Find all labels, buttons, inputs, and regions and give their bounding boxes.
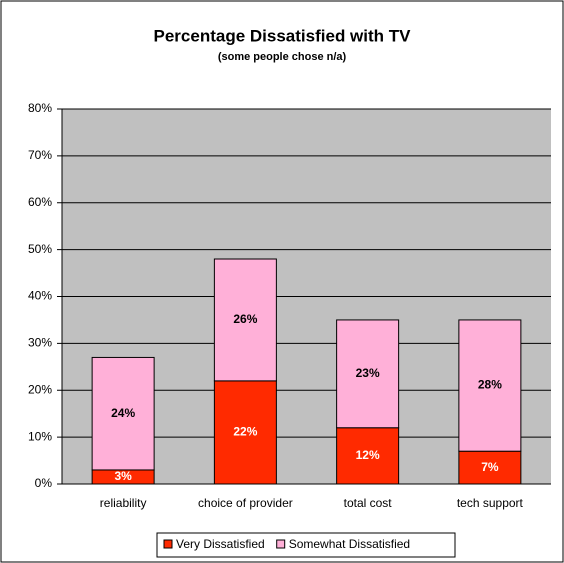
x-tick-label: tech support <box>457 496 524 510</box>
y-tick-label: 80% <box>28 101 52 115</box>
data-label: 23% <box>356 366 380 380</box>
bar-segment <box>458 319 522 452</box>
y-tick-label: 40% <box>28 289 52 303</box>
legend-label: Very Dissatisfied <box>176 537 265 551</box>
x-tick-label: reliability <box>100 496 147 510</box>
x-tick-label: choice of provider <box>198 496 293 510</box>
data-label: 7% <box>481 460 499 474</box>
y-tick-label: 0% <box>35 476 53 490</box>
data-label: 28% <box>478 378 502 392</box>
data-label: 22% <box>233 425 257 439</box>
bar-segment <box>213 258 277 382</box>
legend-box <box>156 532 456 558</box>
y-tick-label: 70% <box>28 148 52 162</box>
legend-swatch <box>276 539 286 549</box>
bar-segment <box>458 450 522 485</box>
chart-title: Percentage Dissatisfied with TV <box>154 26 412 45</box>
data-label: 24% <box>111 406 135 420</box>
chart-subtitle: (some people chose n/a) <box>218 51 347 63</box>
data-label: 12% <box>356 448 380 462</box>
data-label: 3% <box>114 469 132 483</box>
data-label: 26% <box>233 312 257 326</box>
y-tick-label: 60% <box>28 195 52 209</box>
bar-segment <box>336 319 400 429</box>
x-tick-label: total cost <box>344 496 393 510</box>
legend-swatch <box>163 539 173 549</box>
y-tick-label: 50% <box>28 242 52 256</box>
y-tick-label: 30% <box>28 336 52 350</box>
bar-segment <box>336 427 400 485</box>
bar-segment <box>91 356 155 471</box>
legend-label: Somewhat Dissatisfied <box>289 537 410 551</box>
y-tick-label: 20% <box>28 382 52 396</box>
y-tick-label: 10% <box>28 429 52 443</box>
